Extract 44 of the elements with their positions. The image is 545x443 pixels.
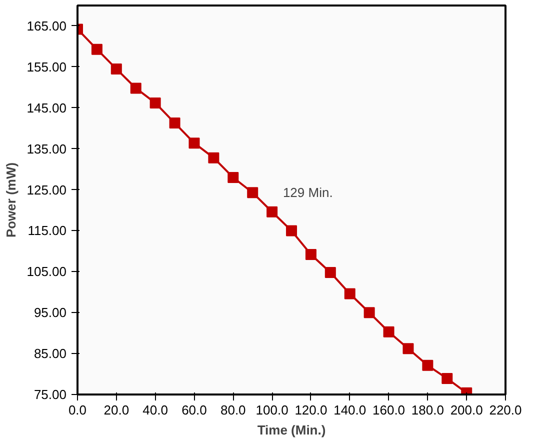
x-tick-label: 100.0	[256, 402, 288, 418]
point	[442, 373, 453, 384]
y-tick-label: 105.00	[26, 264, 67, 280]
point	[110, 63, 122, 74]
point	[422, 360, 434, 371]
point	[91, 44, 102, 55]
point	[150, 97, 161, 108]
x-tick-label: 60.0	[182, 402, 207, 418]
point	[208, 152, 220, 164]
x-tick-label: 220.0	[489, 402, 522, 418]
point	[305, 248, 316, 260]
point	[266, 206, 278, 218]
point	[130, 82, 142, 94]
x-tick-label: 0.0	[68, 402, 87, 418]
annotation: 129 Min.	[282, 185, 333, 200]
x-tick-label: 200.0	[450, 402, 483, 418]
y-tick-label: 135.00	[26, 141, 67, 156]
point	[383, 326, 394, 338]
x-tick-label: 180.0	[411, 402, 444, 418]
x-tick-label: 20.0	[104, 402, 130, 418]
x-tick-label: 160.0	[372, 402, 406, 418]
y-tick-label: 145.00	[26, 100, 67, 116]
point	[364, 307, 375, 318]
point	[247, 187, 258, 198]
point	[228, 172, 239, 183]
point	[324, 266, 336, 278]
x-tick-label: 40.0	[142, 402, 168, 418]
y-tick-label: 115.00	[28, 223, 66, 238]
point	[402, 343, 414, 354]
point	[169, 118, 180, 129]
point	[344, 288, 356, 300]
y-tick-label: 155.00	[26, 59, 67, 74]
x-tick-label: 80.0	[220, 402, 246, 418]
y-axis-title: Power (mW)	[4, 162, 19, 238]
y-tick-label: 165.00	[26, 18, 67, 34]
x-tick-label: 120.0	[294, 402, 328, 418]
y-tick-label: 75.00	[34, 387, 67, 402]
y-tick-label: 125.00	[26, 182, 67, 198]
point	[286, 225, 297, 236]
y-tick-label: 95.00	[34, 305, 67, 320]
x-axis-title: Time (Min.)	[257, 422, 326, 438]
y-tick-label: 85.00	[34, 346, 67, 362]
x-tick-label: 140.0	[334, 402, 366, 418]
point	[188, 138, 200, 149]
